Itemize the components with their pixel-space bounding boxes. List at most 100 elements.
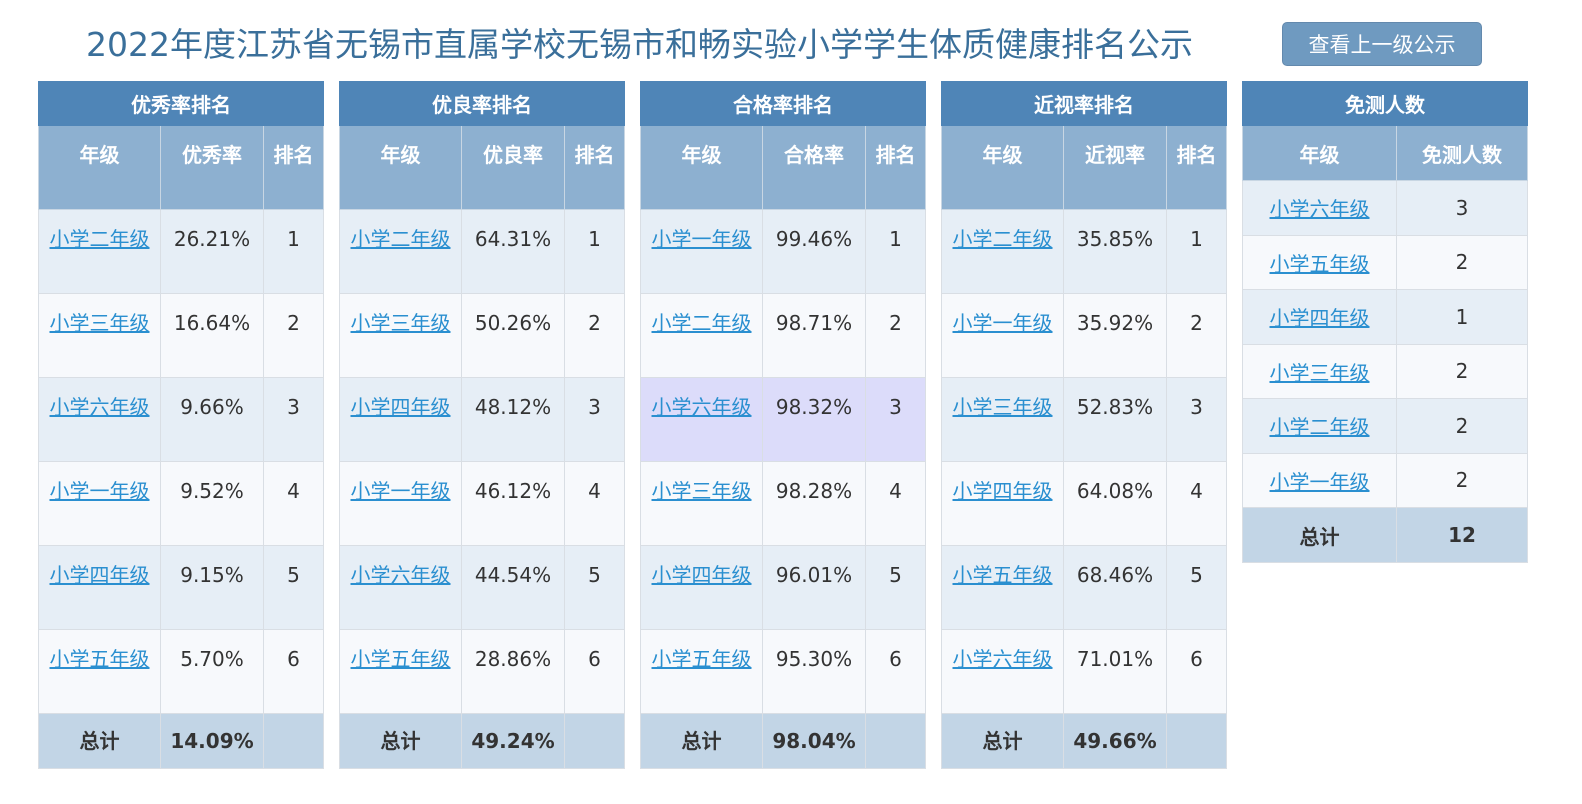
rate-cell: 9.66% (160, 377, 264, 462)
rate-cell: 99.46% (762, 209, 866, 294)
rank-cell: 3 (864, 377, 927, 462)
grade-link[interactable]: 小学六年级 (49, 395, 150, 419)
grade-link[interactable]: 小学一年级 (49, 479, 150, 503)
total-empty-cell (1165, 713, 1228, 769)
rate-cell: 5.70% (160, 629, 264, 714)
grade-link[interactable]: 小学六年级 (651, 395, 752, 419)
table-row: 小学四年级 1 (1242, 289, 1528, 345)
column-header-rank: 排名 (1165, 125, 1228, 210)
total-empty-cell (262, 713, 325, 769)
total-label: 总计 (1242, 507, 1397, 563)
rank-cell: 2 (1165, 293, 1228, 378)
grade-link[interactable]: 小学二年级 (49, 227, 150, 251)
myopia-rate-table: 近视率排名 年级 近视率 排名 小学二年级 35.85% 1 小学一年级 35.92%… (940, 81, 1228, 769)
grade-link[interactable]: 小学四年级 (952, 479, 1053, 503)
grade-link[interactable]: 小学六年级 (1269, 197, 1370, 222)
grade-link[interactable]: 小学五年级 (1269, 251, 1370, 276)
pass-rate-table: 合格率排名 年级 合格率 排名 小学一年级 99.46% 1 小学二年级 98.71%… (639, 81, 927, 769)
total-value: 98.04% (762, 713, 866, 769)
table-row: 小学五年级 2 (1242, 234, 1528, 290)
page-header: 2022年度江苏省无锡市直属学校无锡市和畅实验小学学生体质健康排名公示 查看上一… (0, 14, 1582, 70)
rate-cell: 52.83% (1063, 377, 1167, 462)
grade-link[interactable]: 小学三年级 (952, 395, 1053, 419)
rank-cell: 5 (262, 545, 325, 630)
rank-cell: 6 (262, 629, 325, 714)
rate-cell: 48.12% (461, 377, 565, 462)
rate-cell: 64.31% (461, 209, 565, 294)
rate-cell: 95.30% (762, 629, 866, 714)
good-rate-table: 优良率排名 年级 优良率 排名 小学二年级 64.31% 1 小学三年级 50.26%… (338, 81, 626, 769)
table-row: 小学二年级 2 (1242, 398, 1528, 454)
rank-cell: 5 (864, 545, 927, 630)
table-row: 小学五年级 68.46% 5 (941, 545, 1228, 630)
grade-link[interactable]: 小学四年级 (350, 395, 451, 419)
grade-link[interactable]: 小学二年级 (952, 227, 1053, 251)
table-row: 小学四年级 9.15% 5 (38, 545, 325, 630)
grade-link[interactable]: 小学五年级 (651, 647, 752, 671)
rate-cell: 68.46% (1063, 545, 1167, 630)
rank-cell: 3 (563, 377, 626, 462)
rank-cell: 5 (1165, 545, 1228, 630)
grade-link[interactable]: 小学一年级 (952, 311, 1053, 335)
view-parent-notice-button[interactable]: 查看上一级公示 (1282, 22, 1482, 66)
rank-cell: 1 (864, 209, 927, 294)
grade-link[interactable]: 小学四年级 (1269, 306, 1370, 331)
grade-link[interactable]: 小学二年级 (1269, 415, 1370, 440)
rank-cell: 2 (262, 293, 325, 378)
rate-cell: 96.01% (762, 545, 866, 630)
total-value: 49.66% (1063, 713, 1167, 769)
rate-cell: 35.92% (1063, 293, 1167, 378)
grade-link[interactable]: 小学六年级 (952, 647, 1053, 671)
grade-link[interactable]: 小学二年级 (651, 311, 752, 335)
rank-cell: 3 (1165, 377, 1228, 462)
grade-link[interactable]: 小学三年级 (1269, 360, 1370, 385)
rate-cell: 9.15% (160, 545, 264, 630)
rate-cell: 98.32% (762, 377, 866, 462)
page-title: 2022年度江苏省无锡市直属学校无锡市和畅实验小学学生体质健康排名公示 (86, 25, 1193, 64)
rate-cell: 71.01% (1063, 629, 1167, 714)
rank-cell: 6 (563, 629, 626, 714)
grade-link[interactable]: 小学四年级 (49, 563, 150, 587)
grade-link[interactable]: 小学五年级 (952, 563, 1053, 587)
column-header-rate: 近视率 (1063, 125, 1167, 210)
total-label: 总计 (941, 713, 1064, 769)
rate-cell: 28.86% (461, 629, 565, 714)
column-header-rate: 优良率 (461, 125, 565, 210)
table-row: 小学一年级 46.12% 4 (339, 461, 626, 546)
grade-link[interactable]: 小学一年级 (651, 227, 752, 251)
grade-link[interactable]: 小学六年级 (350, 563, 451, 587)
grade-link[interactable]: 小学二年级 (350, 227, 451, 251)
count-cell: 1 (1396, 289, 1528, 345)
rate-cell: 9.52% (160, 461, 264, 546)
table-caption: 近视率排名 (940, 81, 1228, 126)
table-row: 小学一年级 35.92% 2 (941, 293, 1228, 378)
total-row: 总计 14.09% (38, 713, 325, 769)
grade-link[interactable]: 小学五年级 (49, 647, 150, 671)
column-header-rank: 排名 (262, 125, 325, 210)
column-header-rate: 合格率 (762, 125, 866, 210)
rate-cell: 44.54% (461, 545, 565, 630)
table-row: 小学三年级 50.26% 2 (339, 293, 626, 378)
total-label: 总计 (38, 713, 161, 769)
grade-link[interactable]: 小学三年级 (651, 479, 752, 503)
grade-link[interactable]: 小学一年级 (350, 479, 451, 503)
total-value: 49.24% (461, 713, 565, 769)
count-cell: 3 (1396, 180, 1528, 236)
grade-link[interactable]: 小学一年级 (1269, 469, 1370, 494)
grade-link[interactable]: 小学四年级 (651, 563, 752, 587)
grade-link[interactable]: 小学三年级 (49, 311, 150, 335)
table-row: 小学三年级 2 (1242, 343, 1528, 399)
column-header-grade: 年级 (38, 125, 161, 210)
rank-cell: 5 (563, 545, 626, 630)
grade-link[interactable]: 小学五年级 (350, 647, 451, 671)
table-row: 小学一年级 2 (1242, 452, 1528, 508)
rank-cell: 4 (563, 461, 626, 546)
rank-cell: 1 (1165, 209, 1228, 294)
total-value: 12 (1396, 507, 1528, 563)
table-row: 小学四年级 96.01% 5 (640, 545, 927, 630)
rank-cell: 4 (1165, 461, 1228, 546)
table-row: 小学二年级 35.85% 1 (941, 209, 1228, 294)
excellent-rate-table: 优秀率排名 年级 优秀率 排名 小学二年级 26.21% 1 小学三年级 16.64%… (37, 81, 325, 769)
grade-link[interactable]: 小学三年级 (350, 311, 451, 335)
table-row: 小学五年级 28.86% 6 (339, 629, 626, 714)
